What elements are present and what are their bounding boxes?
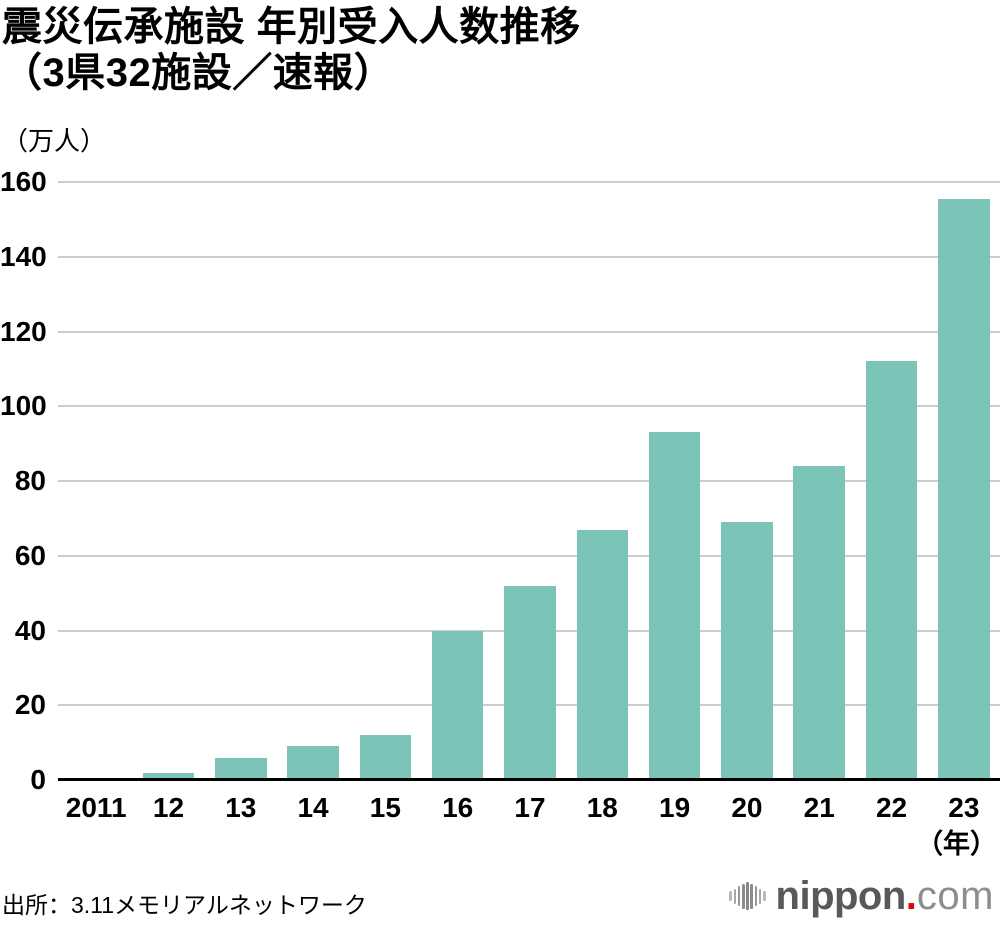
y-tick-label: 140 (0, 240, 47, 272)
x-tick-label-15: 15 (369, 792, 401, 823)
x-tick-label-14: 14 (297, 792, 329, 823)
bar-13 (215, 757, 267, 780)
logo-tld: com (916, 874, 994, 918)
x-tick-label-19: 19 (659, 792, 691, 823)
y-tick-label: 20 (14, 689, 46, 721)
nippon-com-logo: nippon.com (729, 876, 994, 916)
gridline (58, 554, 1000, 557)
y-tick-label: 80 (14, 465, 46, 496)
y-tick-label: 60 (14, 539, 46, 571)
chart-title-line1: 震災伝承施設 年別受入人数推移 (2, 5, 581, 49)
x-tick-label-22: 22 (875, 792, 908, 823)
x-axis-unit-label: （年） (916, 829, 997, 859)
bar-20 (721, 522, 773, 780)
logo-name: nippon (775, 874, 907, 918)
gridline (58, 405, 1000, 408)
bar-22 (865, 361, 918, 780)
x-tick-label-17: 17 (514, 792, 546, 823)
bar-23 (938, 198, 990, 780)
x-tick-label-16: 16 (442, 792, 474, 823)
bar-17 (504, 585, 556, 780)
gridline (58, 480, 1000, 482)
bar-16 (431, 630, 484, 780)
logo-dot: . (905, 874, 917, 918)
x-tick-label-21: 21 (803, 792, 835, 823)
bar-14 (287, 746, 339, 780)
y-tick-label: 120 (0, 315, 47, 347)
source-note: 出所：3.11メモリアルネットワーク (2, 892, 367, 918)
bar-19 (648, 432, 701, 780)
y-tick-label: 160 (0, 166, 47, 197)
x-tick-label-23: 23 (948, 792, 980, 823)
gridline (58, 330, 1000, 333)
x-tick-label-20: 20 (731, 792, 763, 823)
x-tick-label-2011: 2011 (65, 792, 127, 823)
y-tick-label: 0 (30, 764, 46, 795)
x-tick-label-18: 18 (586, 792, 618, 823)
x-tick-label-13: 13 (225, 792, 257, 823)
y-axis-unit-label: （万人） (2, 126, 107, 156)
bar-21 (793, 466, 845, 780)
gridline (58, 181, 1000, 183)
x-axis-line (58, 778, 1000, 781)
waveform-icon (729, 879, 766, 913)
y-tick-label: 40 (14, 614, 46, 646)
y-tick-label: 100 (0, 390, 47, 422)
bar-15 (359, 735, 412, 780)
bar-18 (576, 529, 629, 780)
x-tick-label-12: 12 (152, 792, 185, 823)
gridline (58, 255, 1000, 258)
bar-12 (142, 772, 195, 780)
logo-text: nippon.com (776, 876, 994, 916)
plot-area (58, 181, 1000, 781)
chart-title: 震災伝承施設 年別受入人数推移 （3県32施設／速報） (2, 4, 581, 96)
chart-title-line2: （3県32施設／速報） (2, 51, 395, 95)
